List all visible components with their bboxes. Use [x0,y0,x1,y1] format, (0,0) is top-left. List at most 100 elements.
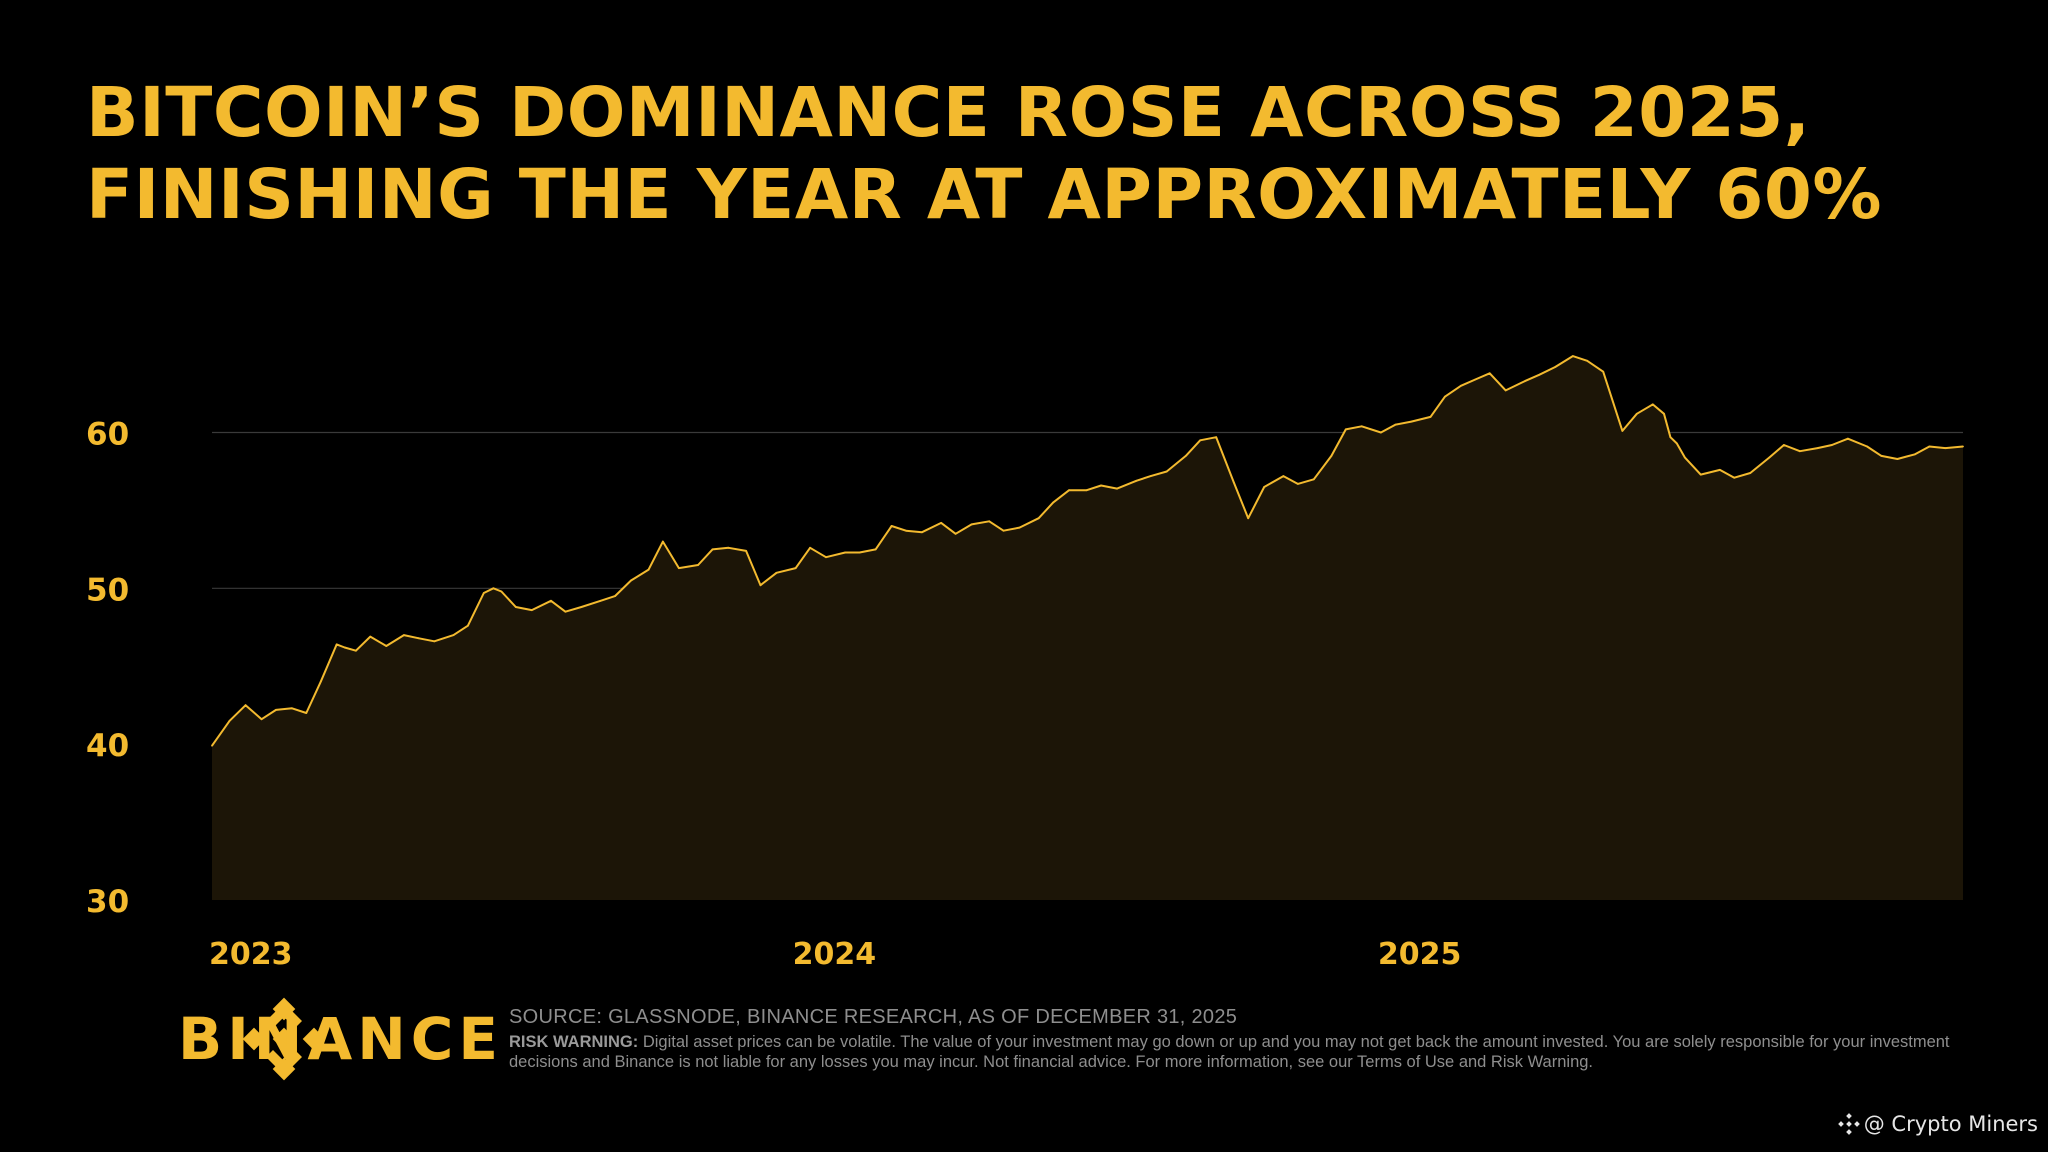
data-point-2024-09-01 [1184,455,1187,457]
data-point-2025-05-01 [1571,355,1574,357]
data-point-2025-07-20 [1699,473,1702,476]
x-tick-label-2025: 2025 [1378,937,1462,972]
y-tick-label-50: 50 [86,572,129,608]
data-point-2024-06-20 [1068,489,1070,492]
data-point-2023-04-01 [355,649,357,652]
data-point-2025-12-31 [1962,445,1964,448]
data-point-2025-05-10 [1586,359,1589,362]
data-point-2024-03-20 [921,531,923,534]
source-note: SOURCE: GLASSNODE, BINANCE RESEARCH, AS … [509,1006,1238,1028]
data-point-2024-10-01 [1232,481,1235,484]
data-point-2025-03-10 [1488,372,1491,375]
data-point-2024-04-01 [940,522,943,524]
data-point-2025-06-10 [1635,412,1638,415]
risk-warning: RISK WARNING: Digital asset prices can b… [509,1032,1969,1072]
data-point-2024-02-01 [844,551,847,554]
data-point-2024-06-10 [1052,501,1054,504]
data-point-2023-03-25 [343,646,346,649]
chart-title: BITCOIN’S DOMINANCE ROSE ACROSS 2025, FI… [86,72,1986,236]
dominance-chart: 30 40 50 60 2023 2024 2025 [86,355,1964,972]
data-point-2025-11-10 [1880,455,1883,457]
data-point-2025-01-20 [1410,420,1413,423]
binance-logo-icon [242,997,326,1081]
data-point-2024-03-10 [905,529,907,532]
data-point-2023-04-20 [385,645,388,647]
data-point-2025-09-10 [1783,444,1785,446]
data-point-2025-08-01 [1719,469,1721,471]
x-axis: 2023 2024 2025 [209,937,1461,972]
watermark-text: @ Crypto Miners [1863,1112,2038,1136]
data-point-2023-11-01 [697,564,699,566]
data-point-2024-01-10 [809,546,811,549]
data-point-2023-10-10 [662,540,664,543]
data-point-2024-02-20 [874,548,877,551]
y-tick-label-40: 40 [86,728,129,764]
data-point-2024-12-20 [1360,425,1363,428]
data-point-2023-05-20 [433,640,436,643]
data-point-2023-07-10 [514,606,517,608]
data-point-2024-10-10 [1247,517,1250,520]
data-point-2023-07-20 [530,609,533,611]
data-point-2024-11-10 [1296,483,1299,485]
data-point-2025-11-01 [1866,445,1868,448]
data-point-2025-03-01 [1474,378,1477,381]
data-point-2023-09-10 [614,595,616,597]
risk-warning-label: RISK WARNING: [509,1033,639,1051]
data-point-2025-02-20 [1460,384,1462,387]
data-point-2024-08-10 [1149,475,1152,477]
data-point-2025-10-01 [1816,447,1819,449]
y-tick-label-30: 30 [86,884,129,920]
data-point-2024-04-10 [954,532,957,535]
data-point-2023-07-01 [500,590,503,593]
data-point-2024-12-01 [1330,455,1333,457]
data-point-2024-11-01 [1282,475,1285,477]
data-point-2023-04-10 [369,635,372,638]
data-point-2023-06-10 [467,624,469,627]
data-point-2025-01-01 [1380,431,1382,434]
data-point-2024-08-20 [1165,470,1168,473]
data-point-2024-06-01 [1037,517,1040,520]
data-point-2024-08-01 [1135,479,1138,482]
data-point-2025-05-20 [1602,370,1605,373]
data-point-2025-06-20 [1651,403,1654,406]
data-point-2025-03-20 [1504,389,1507,392]
data-point-2023-06-01 [452,634,455,636]
data-point-2023-11-10 [711,548,714,551]
data-point-2024-01-20 [825,556,827,559]
data-point-2024-07-20 [1116,487,1118,490]
binance-diamond-icon [1837,1113,1860,1135]
data-point-2024-02-10 [858,551,861,554]
brand-name: BINANCE [178,1005,503,1073]
data-point-2025-08-10 [1733,476,1736,479]
data-point-2024-12-10 [1344,428,1347,431]
data-point-2025-04-01 [1524,380,1526,382]
data-point-2023-02-01 [260,718,263,721]
data-point-2023-09-20 [630,579,632,582]
data-point-2023-01-12 [228,719,231,722]
data-point-2023-03-10 [319,680,322,683]
data-point-2023-05-10 [417,637,420,640]
title-line-1: BITCOIN’S DOMINANCE ROSE ACROSS 2025, [86,73,1811,153]
data-point-2023-09-01 [599,599,602,602]
data-point-2024-01-01 [794,567,797,569]
data-point-2023-05-01 [403,634,405,636]
data-point-2025-01-10 [1394,423,1397,426]
data-point-2023-03-01 [305,712,308,714]
data-point-2024-09-10 [1199,439,1202,442]
data-point-2024-04-20 [970,523,973,526]
data-point-2023-10-20 [678,567,680,569]
y-tick-label-60: 60 [86,417,129,453]
data-point-2025-09-01 [1768,456,1771,459]
data-point-2024-07-01 [1085,489,1088,492]
data-point-2023-08-20 [580,606,583,608]
data-point-2023-12-20 [775,571,778,574]
data-point-2024-05-01 [988,520,991,523]
x-tick-label-2023: 2023 [209,937,293,972]
data-point-2023-12-10 [759,584,762,587]
line-layer [211,355,1964,747]
data-point-2025-06-27 [1663,412,1665,415]
data-point-2023-11-20 [727,546,730,549]
data-point-2023-03-20 [335,643,338,646]
dominance-area [212,356,1963,901]
